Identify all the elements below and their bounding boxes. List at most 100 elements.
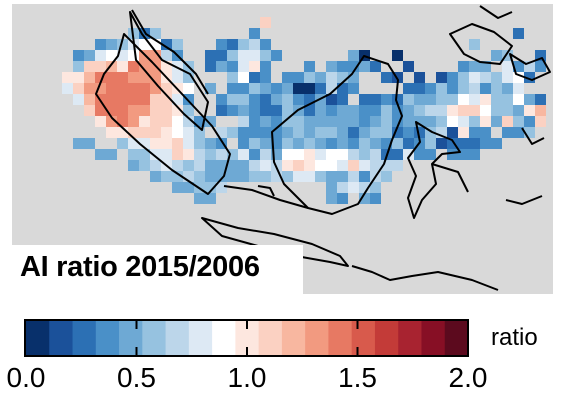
colorbar-tick-label: 2.0 — [448, 362, 488, 393]
ratio-cell — [315, 72, 326, 83]
ratio-cell — [183, 127, 194, 138]
ratio-cell — [315, 83, 326, 94]
ratio-cell — [315, 127, 326, 138]
ratio-cell — [216, 61, 227, 72]
ratio-cell — [348, 182, 359, 193]
ratio-cell — [128, 72, 139, 83]
ratio-cell — [238, 61, 249, 72]
ratio-cell — [205, 50, 216, 61]
ratio-cell — [535, 94, 546, 105]
ratio-cell — [304, 171, 315, 182]
ratio-cell — [513, 72, 524, 83]
ratio-cell — [150, 160, 161, 171]
ratio-cell — [238, 116, 249, 127]
ratio-cell — [436, 83, 447, 94]
colorbar-swatch — [235, 321, 260, 355]
ratio-cell — [425, 116, 436, 127]
ratio-cell — [183, 72, 194, 83]
ratio-cell — [315, 160, 326, 171]
ratio-cell — [128, 61, 139, 72]
ratio-cell — [370, 193, 381, 204]
ratio-cell — [106, 94, 117, 105]
ratio-cell — [491, 83, 502, 94]
ratio-cell — [238, 149, 249, 160]
ratio-cell — [337, 116, 348, 127]
ratio-cell — [249, 28, 260, 39]
ratio-cell — [95, 83, 106, 94]
ratio-cell — [194, 171, 205, 182]
ratio-cell — [249, 127, 260, 138]
ratio-cell — [238, 94, 249, 105]
ratio-cell — [95, 39, 106, 50]
ratio-cell — [271, 149, 282, 160]
ratio-cell — [326, 105, 337, 116]
ratio-cell — [447, 105, 458, 116]
ratio-cell — [337, 61, 348, 72]
ratio-cell — [370, 138, 381, 149]
ratio-cell — [436, 72, 447, 83]
ratio-cell — [227, 149, 238, 160]
ratio-cell — [337, 149, 348, 160]
ratio-cell — [172, 61, 183, 72]
ratio-cell — [172, 171, 183, 182]
ratio-cell — [84, 138, 95, 149]
ratio-cell — [172, 94, 183, 105]
ratio-cell — [227, 105, 238, 116]
ratio-cell — [458, 83, 469, 94]
ratio-cell — [117, 50, 128, 61]
ratio-cell — [513, 83, 524, 94]
ratio-cell — [95, 50, 106, 61]
ratio-cell — [447, 116, 458, 127]
ratio-cell — [359, 160, 370, 171]
ratio-cell — [183, 105, 194, 116]
ratio-cell — [106, 127, 117, 138]
ratio-cell — [304, 94, 315, 105]
colorbar-swatch — [142, 321, 167, 355]
ratio-cell — [480, 116, 491, 127]
ratio-cell — [282, 138, 293, 149]
ratio-cell — [480, 105, 491, 116]
colorbar-swatch — [119, 321, 143, 355]
ratio-cell — [227, 160, 238, 171]
ratio-cell — [161, 105, 172, 116]
ratio-cell — [458, 149, 469, 160]
ratio-cell — [227, 171, 238, 182]
ratio-cell — [139, 138, 150, 149]
coastline-bali-lombok — [351, 265, 499, 291]
ratio-cell — [392, 127, 403, 138]
ratio-cell — [491, 105, 502, 116]
ratio-cell — [249, 94, 260, 105]
ratio-cell — [458, 61, 469, 72]
ratio-cell — [524, 127, 535, 138]
ratio-cell — [249, 61, 260, 72]
ratio-cell — [117, 127, 128, 138]
ratio-cell — [139, 105, 150, 116]
ratio-cell — [161, 171, 172, 182]
ratio-cell — [403, 127, 414, 138]
ratio-cell — [84, 61, 95, 72]
ratio-cell — [513, 105, 524, 116]
ratio-cell — [502, 61, 513, 72]
ratio-cell — [172, 72, 183, 83]
coastline-islet — [257, 185, 275, 197]
ratio-cell — [282, 171, 293, 182]
coastlines — [95, 5, 551, 291]
ratio-cell — [524, 105, 535, 116]
colorbar-swatch — [72, 321, 97, 355]
ratio-cell — [348, 50, 359, 61]
ratio-cell — [238, 83, 249, 94]
ratio-cell — [414, 94, 425, 105]
colorbar-swatch — [212, 321, 236, 355]
ratio-cell — [84, 94, 95, 105]
ratio-cell — [293, 149, 304, 160]
ratio-cell — [172, 138, 183, 149]
ratio-cell — [249, 105, 260, 116]
ratio-cell — [359, 171, 370, 182]
ratio-cell — [513, 127, 524, 138]
ratio-cell — [513, 116, 524, 127]
ratio-cell — [238, 39, 249, 50]
coastline-philippines-north — [479, 5, 513, 19]
ratio-cell — [183, 149, 194, 160]
ratio-cell — [271, 105, 282, 116]
ratio-cell — [73, 83, 84, 94]
